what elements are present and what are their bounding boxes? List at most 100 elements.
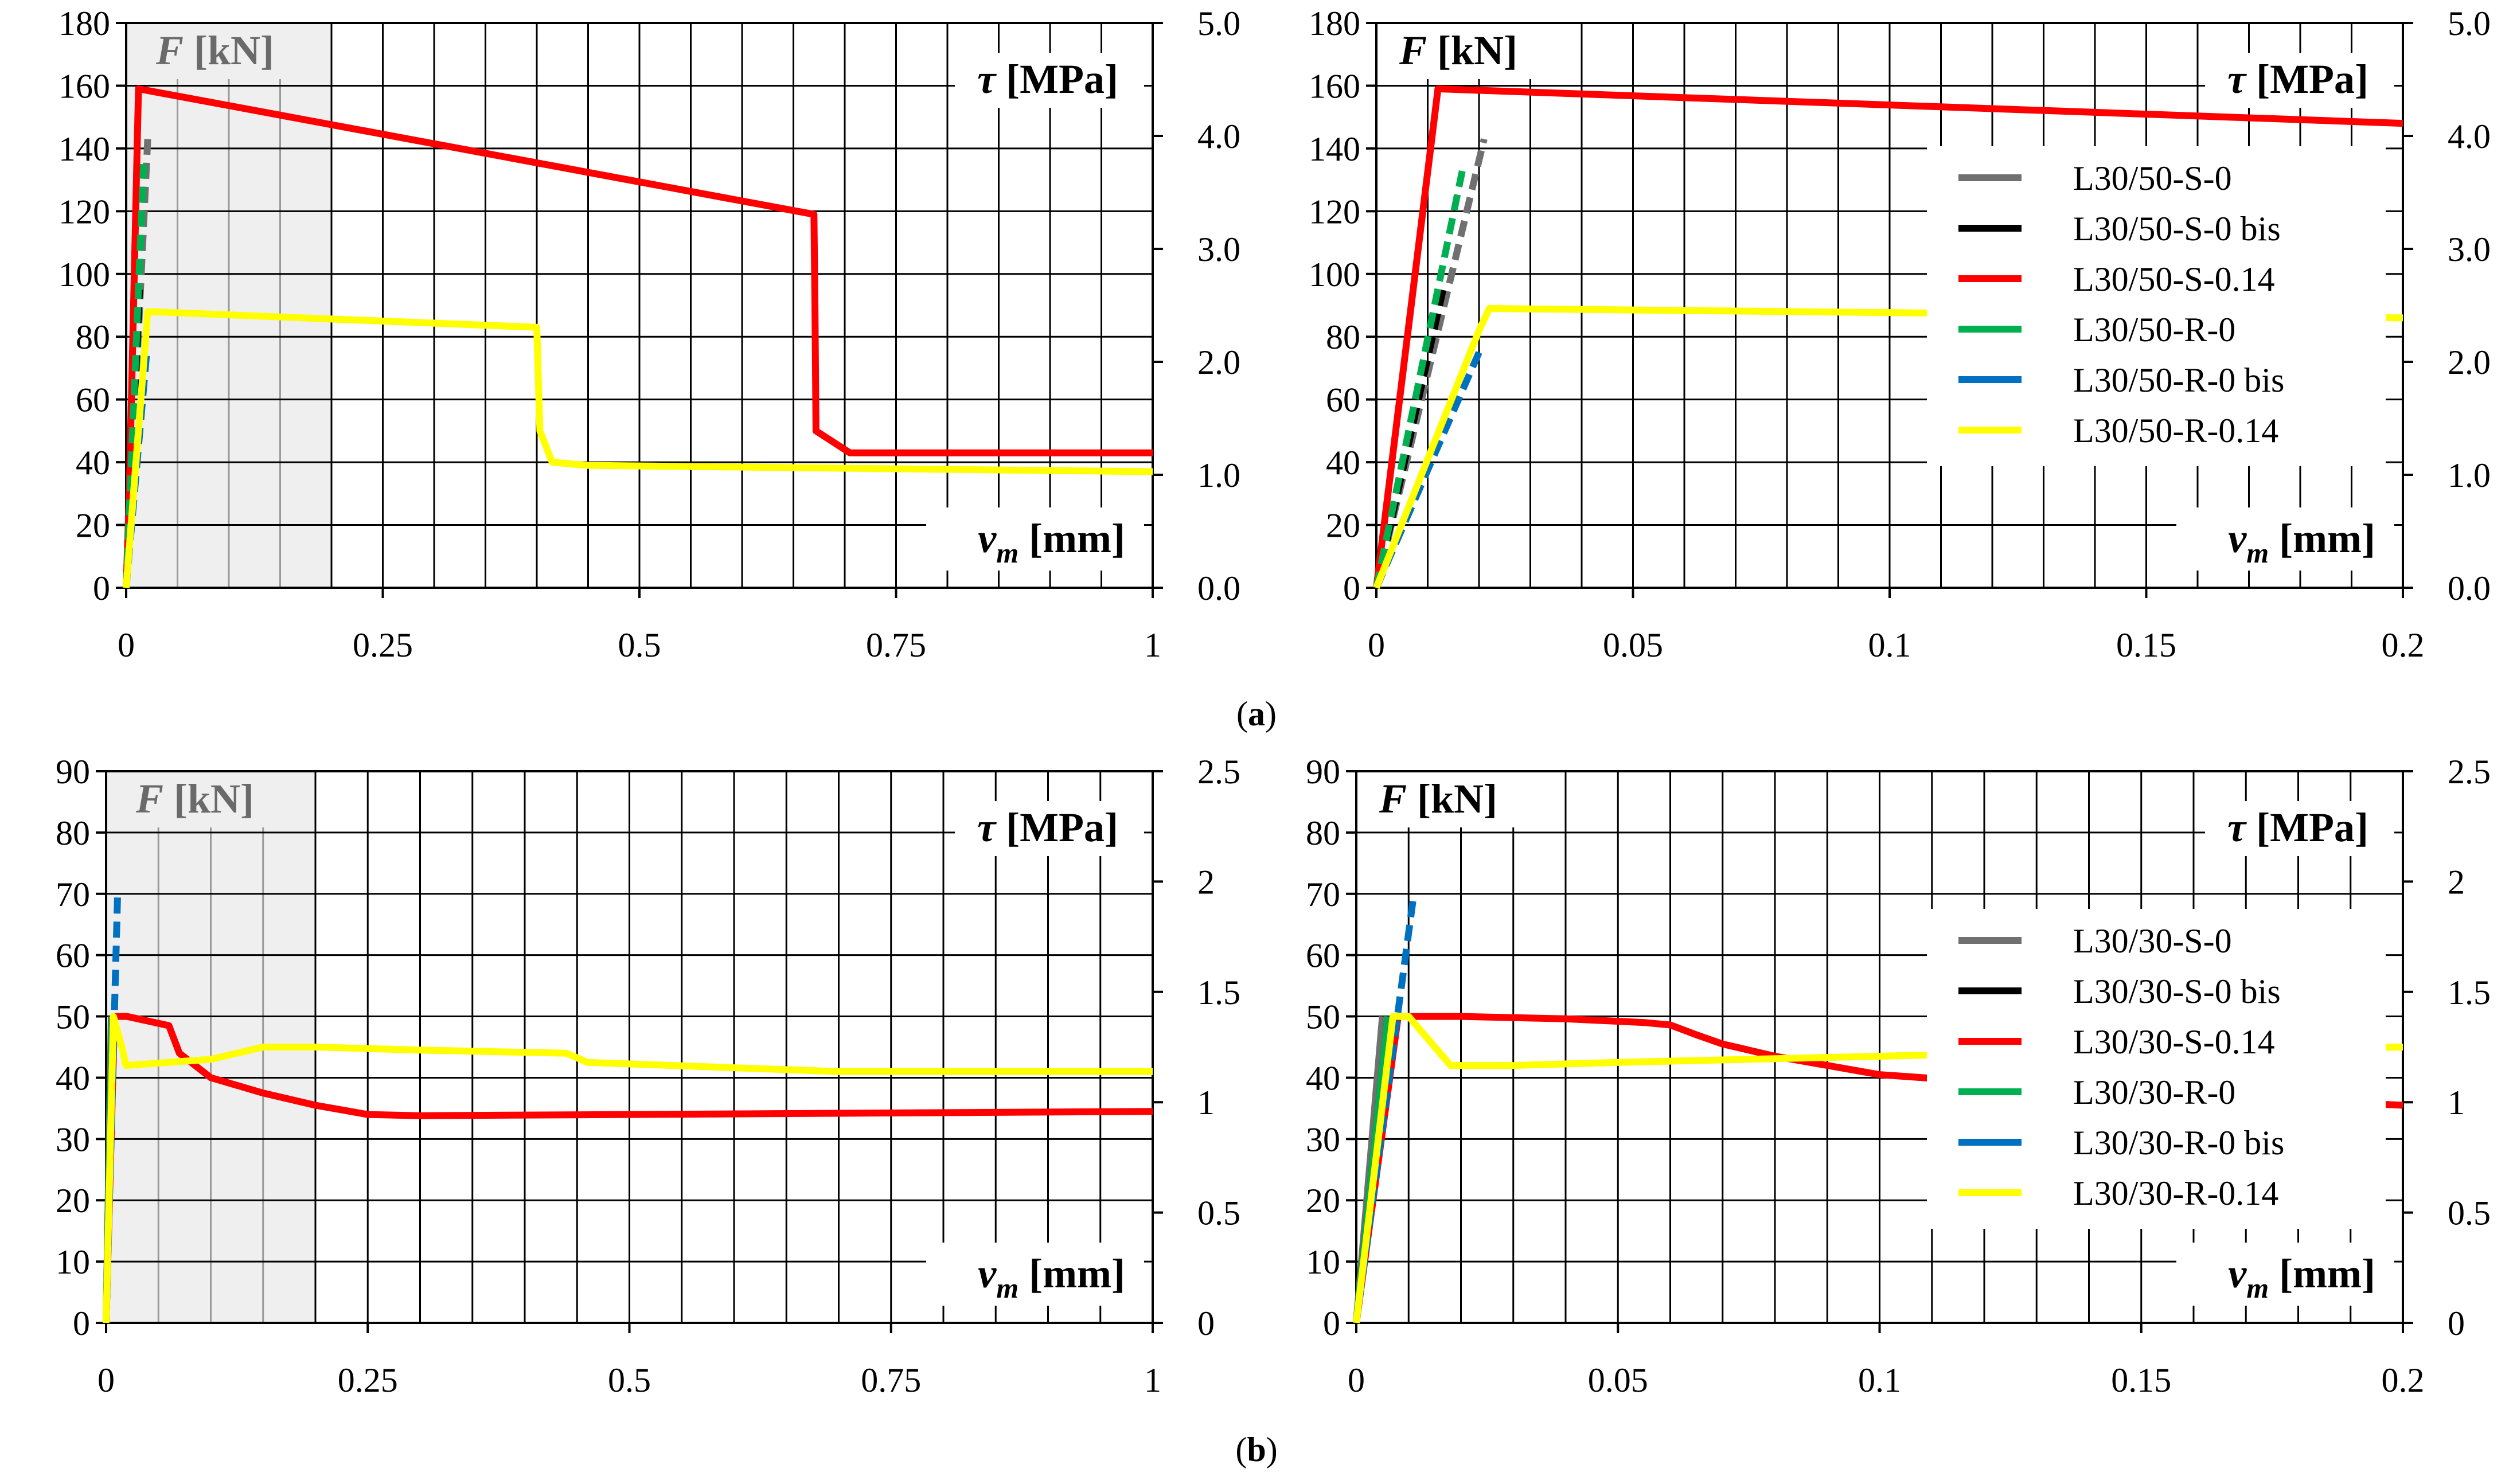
chart-b-right: 0 10 20 30 40 50 60 70 80 90 0 0.5 1 1.5 2 2.5 0 0.05 0.1 0…	[1306, 753, 2491, 1399]
y2-tick-label: 2	[1197, 863, 1215, 901]
y2-tick-label: 2.0	[1197, 343, 1240, 381]
y-tick-label: 70	[1306, 876, 1340, 913]
x-tick-label: 0.2	[2382, 1361, 2425, 1399]
x-tick-label: 1	[1144, 626, 1161, 664]
y2-tick-label: 0.0	[2448, 569, 2491, 607]
y-tick-label: 140	[58, 130, 110, 168]
x-axis-label: vm [mm]	[2228, 1251, 2375, 1304]
legend-entry: L30/30-R-0	[2073, 1073, 2235, 1111]
y-tick-label: 80	[76, 318, 110, 356]
series-line	[123, 308, 1153, 588]
y-tick-label: 50	[56, 998, 90, 1036]
y2-tick-label: 0.5	[2448, 1194, 2491, 1232]
x-tick-label: 0	[1348, 1361, 1365, 1399]
x-tick-label: 0.15	[2116, 626, 2176, 664]
legend-entry: L30/30-S-0	[2073, 922, 2232, 960]
y-tick-label: 50	[1306, 998, 1340, 1036]
legend: L30/50-S-0 L30/50-S-0 bis L30/50-S-0.14 L30…	[1927, 146, 2386, 466]
y-tick-label: 60	[1326, 381, 1360, 419]
y2-axis-label: τ [MPa]	[2227, 56, 2368, 102]
x-tick-label: 0	[97, 1361, 115, 1399]
chart-a-left: 0 20 40 60 80 100 120 140 160 180 0.0 1.0 2.0 3.0 4.0 5…	[58, 5, 1240, 664]
y-tick-label: 70	[56, 876, 90, 913]
y-tick-label: 100	[1309, 256, 1360, 294]
y-tick-label: 60	[1306, 937, 1340, 975]
y-tick-label: 10	[1306, 1243, 1340, 1281]
y2label-box	[955, 801, 1144, 856]
y2-axis-label: τ [MPa]	[977, 805, 1118, 850]
y-axis-label: F [kN]	[135, 776, 254, 822]
y2-tick-label: 0	[1197, 1305, 1215, 1342]
xlabel-box	[2176, 507, 2394, 571]
axis-labels: F [kN] τ [MPa] vm [mm]	[129, 772, 1144, 1306]
y-tick-label: 90	[1306, 753, 1340, 791]
y-tick-label: 40	[1326, 444, 1360, 482]
y2-tick-label: 0.5	[1197, 1194, 1240, 1232]
legend-entry: L30/30-S-0.14	[2073, 1023, 2275, 1061]
xlabel-box	[2176, 1243, 2394, 1306]
y-tick-label: 80	[56, 814, 90, 852]
y2-tick-label: 5.0	[2448, 5, 2491, 42]
legend-entry: L30/30-R-0 bis	[2073, 1124, 2284, 1162]
x-tick-label: 0.25	[353, 626, 413, 664]
ylabel-box	[149, 24, 315, 79]
x-tick-label: 0.1	[1858, 1361, 1901, 1399]
x-tick-label: 0.05	[1603, 626, 1663, 664]
caption-a: (a)	[1236, 695, 1277, 733]
y2-tick-label: 4.0	[2448, 118, 2491, 155]
y2-tick-label: 3.0	[1197, 231, 1240, 268]
y2-axis-label: τ [MPa]	[977, 56, 1118, 102]
x-tick-label: 0.75	[861, 1361, 921, 1399]
y2-tick-label: 1	[1197, 1084, 1215, 1122]
y-tick-label: 0	[93, 569, 110, 607]
ylabel-box	[1372, 772, 1539, 827]
y-tick-label: 180	[1309, 5, 1360, 42]
y2label-box	[2205, 801, 2394, 856]
legend-entry: L30/50-S-0	[2073, 159, 2232, 197]
series-line	[123, 85, 1153, 588]
y2-tick-label: 1.0	[2448, 456, 2491, 494]
legend-entry: L30/50-R-0.14	[2073, 412, 2278, 450]
caption-b: (b)	[1235, 1431, 1277, 1469]
y-tick-label: 180	[58, 5, 110, 42]
y-axis-label: F [kN]	[155, 28, 274, 73]
y2-tick-label: 0	[2448, 1305, 2465, 1342]
y2-axis-label: τ [MPa]	[2227, 805, 2368, 850]
y-tick-label: 100	[58, 256, 110, 294]
y2-tick-label: 2.5	[1197, 753, 1240, 791]
x-tick-label: 0.25	[338, 1361, 398, 1399]
y-tick-label: 160	[1309, 67, 1360, 105]
series-line	[1373, 351, 1482, 589]
x-axis-label: vm [mm]	[2228, 516, 2375, 569]
legend-box	[1927, 909, 2386, 1229]
series-group	[103, 893, 1153, 1323]
y2-tick-label: 4.0	[1197, 118, 1240, 155]
y2-tick-label: 1	[2448, 1084, 2465, 1122]
series-group	[123, 85, 1153, 588]
x-tick-label: 0.5	[608, 1361, 651, 1399]
gridlines	[1356, 771, 2403, 1323]
y-tick-label: 0	[73, 1305, 90, 1342]
y-tick-label: 80	[1306, 814, 1340, 852]
y-tick-label: 80	[1326, 318, 1360, 356]
y-tick-label: 120	[58, 193, 110, 231]
legend-entry: L30/50-R-0	[2073, 311, 2235, 349]
x-tick-label: 0	[118, 626, 135, 664]
y-tick-label: 40	[76, 444, 110, 482]
series-line	[103, 1013, 1153, 1323]
legend-entry: L30/30-S-0 bis	[2073, 973, 2281, 1010]
series-line	[1353, 1013, 2403, 1323]
y-tick-label: 160	[58, 67, 110, 105]
y2-tick-label: 1.0	[1197, 456, 1240, 494]
x-tick-label: 0.15	[2111, 1361, 2171, 1399]
y-tick-label: 60	[76, 381, 110, 419]
ylabel-box	[129, 772, 295, 827]
y-tick-label: 0	[1343, 569, 1360, 607]
y2-tick-label: 1.5	[2448, 974, 2491, 1012]
y-tick-label: 10	[56, 1243, 90, 1281]
y2-tick-label: 2.0	[2448, 343, 2491, 381]
legend-entry: L30/50-S-0.14	[2073, 260, 2275, 298]
y-tick-label: 30	[56, 1120, 90, 1158]
x-tick-label: 0.05	[1588, 1361, 1648, 1399]
